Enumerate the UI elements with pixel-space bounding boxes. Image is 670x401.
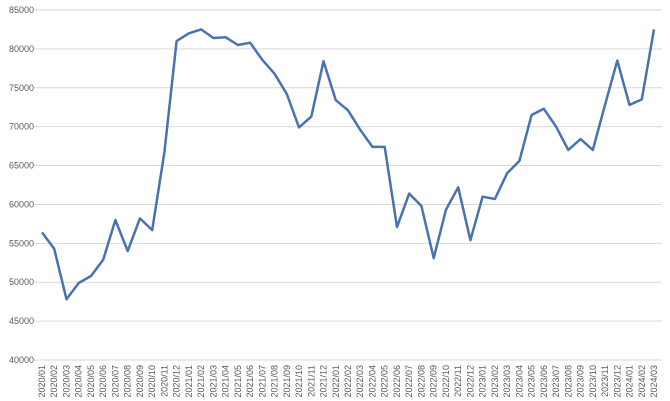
x-tick-label: 2020/11 (159, 365, 169, 397)
x-tick-label: 2020/03 (61, 365, 71, 398)
x-tick-label: 2023/09 (576, 365, 586, 398)
x-tick-label: 2022/05 (380, 365, 390, 398)
x-tick-label: 2024/03 (649, 365, 659, 398)
x-tick-label: 2020/05 (86, 365, 96, 398)
x-tick-label: 2021/07 (257, 365, 267, 398)
x-tick-label: 2022/01 (331, 365, 341, 398)
x-tick-label: 2022/11 (453, 365, 463, 397)
y-tick-label: 65000 (9, 161, 34, 171)
y-tick-label: 60000 (9, 199, 34, 209)
y-tick-label: 50000 (9, 277, 34, 287)
x-tick-label: 2021/11 (306, 365, 316, 397)
x-tick-label: 2020/01 (37, 365, 47, 398)
x-tick-label: 2022/12 (465, 365, 475, 398)
x-tick-label: 2023/04 (514, 365, 524, 398)
x-tick-label: 2022/10 (441, 365, 451, 398)
x-tick-label: 2021/05 (233, 365, 243, 398)
x-tick-label: 2024/01 (625, 365, 635, 398)
x-tick-label: 2021/06 (245, 365, 255, 398)
x-tick-label: 2020/04 (74, 365, 84, 398)
x-tick-label: 2021/10 (294, 365, 304, 398)
x-tick-label: 2020/10 (147, 365, 157, 398)
x-tick-label: 2021/12 (319, 365, 329, 398)
y-tick-label: 55000 (9, 238, 34, 248)
line (40, 28, 656, 301)
x-tick-label: 2023/10 (588, 365, 598, 398)
y-tick-label: 75000 (9, 83, 34, 93)
x-tick-label: 2023/06 (539, 365, 549, 398)
x-tick-label: 2023/11 (600, 365, 610, 397)
x-tick-label: 2023/03 (502, 365, 512, 398)
y-tick-label: 40000 (9, 355, 34, 365)
x-tick-label: 2022/09 (429, 365, 439, 398)
x-tick-label: 2020/09 (135, 365, 145, 398)
x-tick-label: 2023/02 (490, 365, 500, 398)
x-tick-label: 2023/08 (563, 365, 573, 398)
x-tick-label: 2021/01 (184, 365, 194, 398)
x-tick-label: 2023/01 (478, 365, 488, 398)
x-tick-label: 2021/04 (221, 365, 231, 398)
y-tick-label: 80000 (9, 44, 34, 54)
x-tick-label: 2024/02 (637, 365, 647, 398)
x-tick-label: 2021/09 (282, 365, 292, 398)
x-tick-label: 2022/04 (367, 365, 377, 398)
x-tick-label: 2021/03 (208, 365, 218, 398)
x-tick-label: 2023/05 (527, 365, 537, 398)
x-tick-label: 2022/02 (343, 365, 353, 398)
x-tick-label: 2020/06 (98, 365, 108, 398)
x-tick-label: 2020/12 (172, 365, 182, 398)
x-tick-label: 2022/06 (392, 365, 402, 398)
x-tick-label: 2020/02 (49, 365, 59, 398)
x-tick-label: 2020/08 (123, 365, 133, 398)
y-tick-label: 45000 (9, 316, 34, 326)
x-tick-label: 2023/12 (612, 365, 622, 398)
x-tick-label: 2022/08 (416, 365, 426, 398)
x-tick-label: 2021/08 (270, 365, 280, 398)
x-tick-label: 2023/07 (551, 365, 561, 398)
x-tick-label: 2021/02 (196, 365, 206, 398)
y-tick-label: 85000 (9, 5, 34, 15)
y-tick-label: 70000 (9, 122, 34, 132)
x-tick-label: 2020/07 (110, 365, 120, 398)
x-tick-label: 2022/03 (355, 365, 365, 398)
x-tick-label: 2022/07 (404, 365, 414, 398)
